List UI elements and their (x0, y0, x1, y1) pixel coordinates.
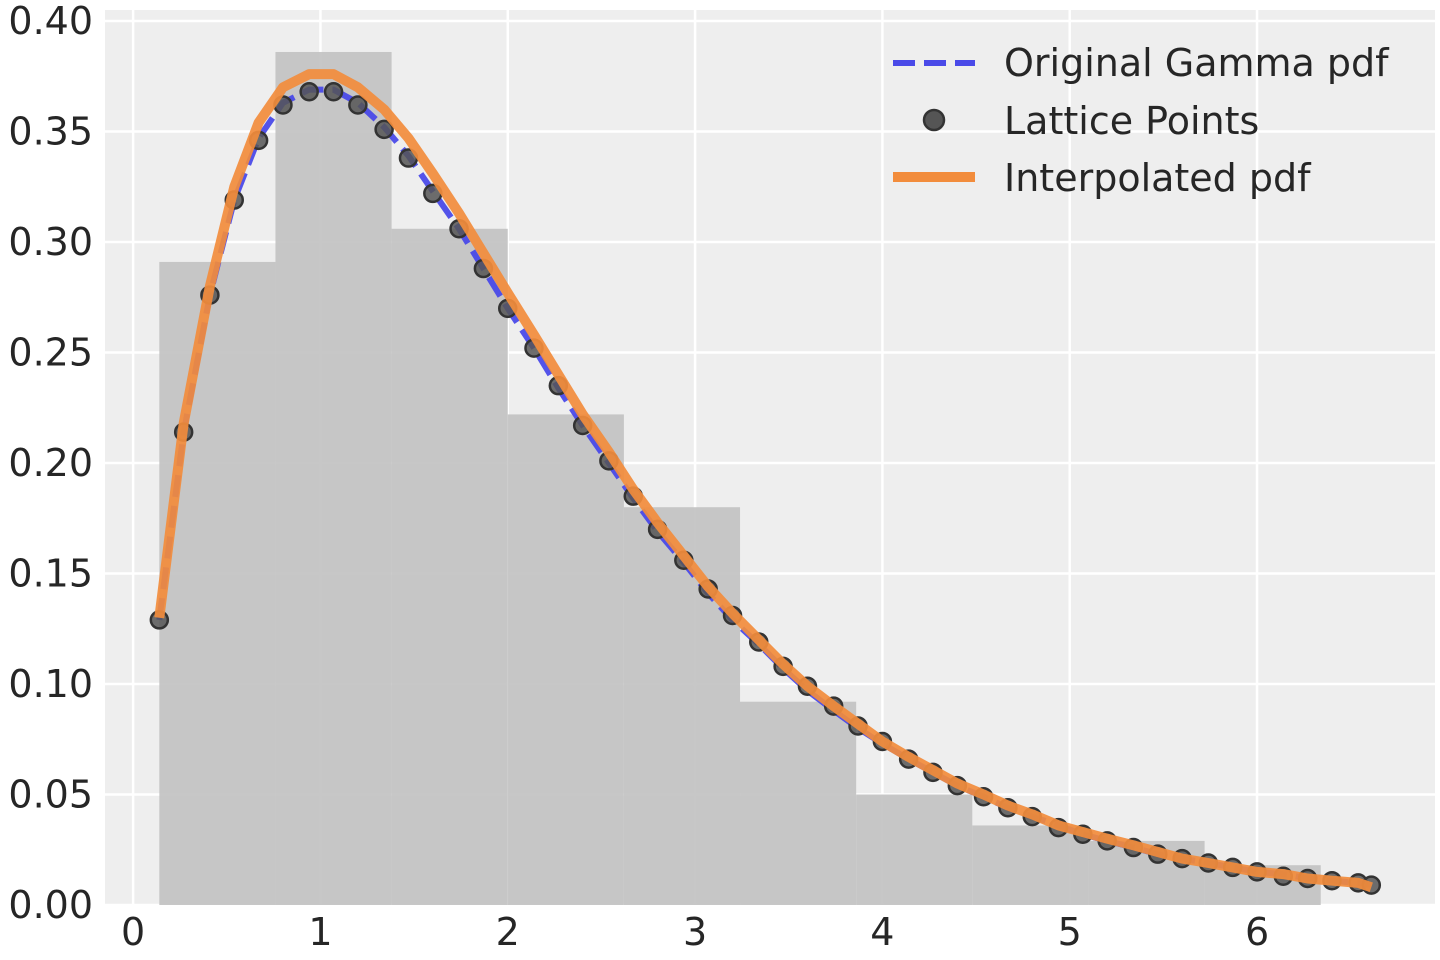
lattice-point (348, 95, 368, 115)
y-tick-label: 0.30 (8, 220, 93, 264)
histogram-bar (275, 51, 392, 905)
histogram-bar (391, 228, 508, 905)
histogram-bar (740, 701, 857, 905)
legend-label-lattice: Lattice Points (1004, 99, 1259, 143)
series-lines (149, 69, 1382, 895)
y-tick-label: 0.35 (8, 110, 93, 154)
lattice-point (323, 82, 344, 102)
x-tick-label: 5 (1058, 910, 1082, 954)
histogram (159, 51, 1321, 906)
x-axis-ticks: 0 1 2 3 4 5 6 (121, 910, 1269, 954)
y-tick-label: 0.15 (8, 552, 93, 596)
x-tick-label: 6 (1245, 910, 1269, 954)
y-tick-label: 0.10 (8, 662, 93, 706)
legend-swatch-lattice (922, 108, 946, 132)
y-tick-label: 0.20 (8, 441, 93, 485)
legend: Original Gamma pdf Lattice Points Interp… (893, 41, 1390, 200)
legend-label-original: Original Gamma pdf (1004, 41, 1390, 85)
y-tick-label: 0.00 (8, 883, 93, 927)
x-tick-label: 1 (308, 910, 332, 954)
y-tick-label: 0.40 (8, 0, 93, 43)
series-line-interpolated-pdf (154, 69, 1373, 893)
y-axis-ticks: 0.00 0.05 0.10 0.15 0.20 0.25 0.30 0.35 0.40 (8, 0, 93, 927)
histogram-bar (507, 414, 624, 905)
legend-label-interpolated: Interpolated pdf (1004, 156, 1312, 200)
lattice-point (374, 119, 394, 140)
histogram-bar (856, 794, 973, 905)
lattice-point (299, 82, 319, 102)
x-tick-label: 0 (121, 910, 145, 954)
x-tick-label: 4 (870, 910, 894, 954)
histogram-bar (972, 825, 1089, 905)
y-tick-label: 0.05 (8, 773, 93, 817)
histogram-bar (159, 261, 276, 906)
x-tick-label: 3 (683, 910, 707, 954)
x-tick-label: 2 (496, 910, 520, 954)
histogram-bar (623, 507, 741, 905)
y-tick-label: 0.25 (8, 331, 93, 375)
